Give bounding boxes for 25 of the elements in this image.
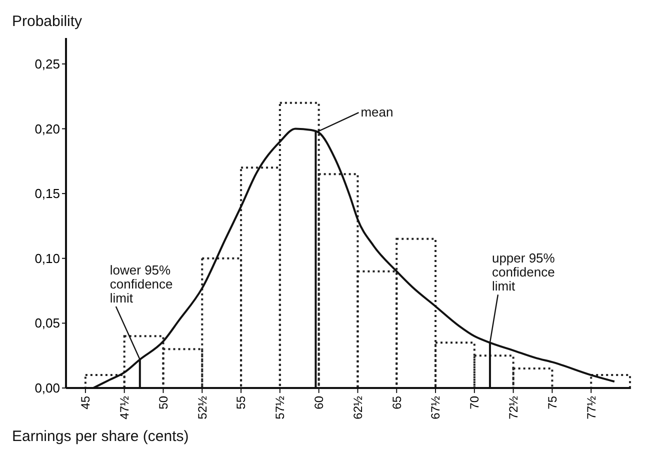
- y-tick-label: 0,05: [34, 316, 60, 331]
- x-tick-label: 70: [468, 396, 482, 410]
- x-tick-label: 45: [78, 396, 93, 410]
- ref-line-label: upper 95% confidence limit: [492, 250, 556, 294]
- ref-line-label: mean: [360, 104, 394, 120]
- x-tick-label: 75: [545, 396, 560, 410]
- x-tick-label: 55: [234, 396, 248, 410]
- y-tick-label: 0,00: [34, 380, 60, 396]
- x-tick-label: 77½: [584, 396, 598, 420]
- x-tick-label: 65: [390, 396, 404, 410]
- x-tick-label: 47½: [118, 396, 132, 420]
- x-tick-label: 52½: [195, 396, 210, 420]
- y-tick-label: 0,20: [34, 121, 60, 136]
- x-tick-label: 60: [312, 396, 326, 410]
- x-axis-title: Earnings per share (cents): [12, 428, 189, 445]
- x-tick-label: 72½: [506, 396, 521, 420]
- x-tick-label: 67½: [428, 396, 443, 420]
- y-tick-label: 0,15: [34, 186, 60, 202]
- x-tick-label: 50: [156, 396, 170, 410]
- x-tick-label: 57½: [273, 396, 288, 420]
- ref-line-label: lower 95% confidence limit: [110, 262, 173, 306]
- y-tick-label: 0,10: [34, 250, 60, 266]
- y-tick-label: 0,25: [34, 56, 60, 72]
- x-tick-label: 62½: [350, 396, 365, 420]
- y-axis-title: Probability: [12, 13, 83, 30]
